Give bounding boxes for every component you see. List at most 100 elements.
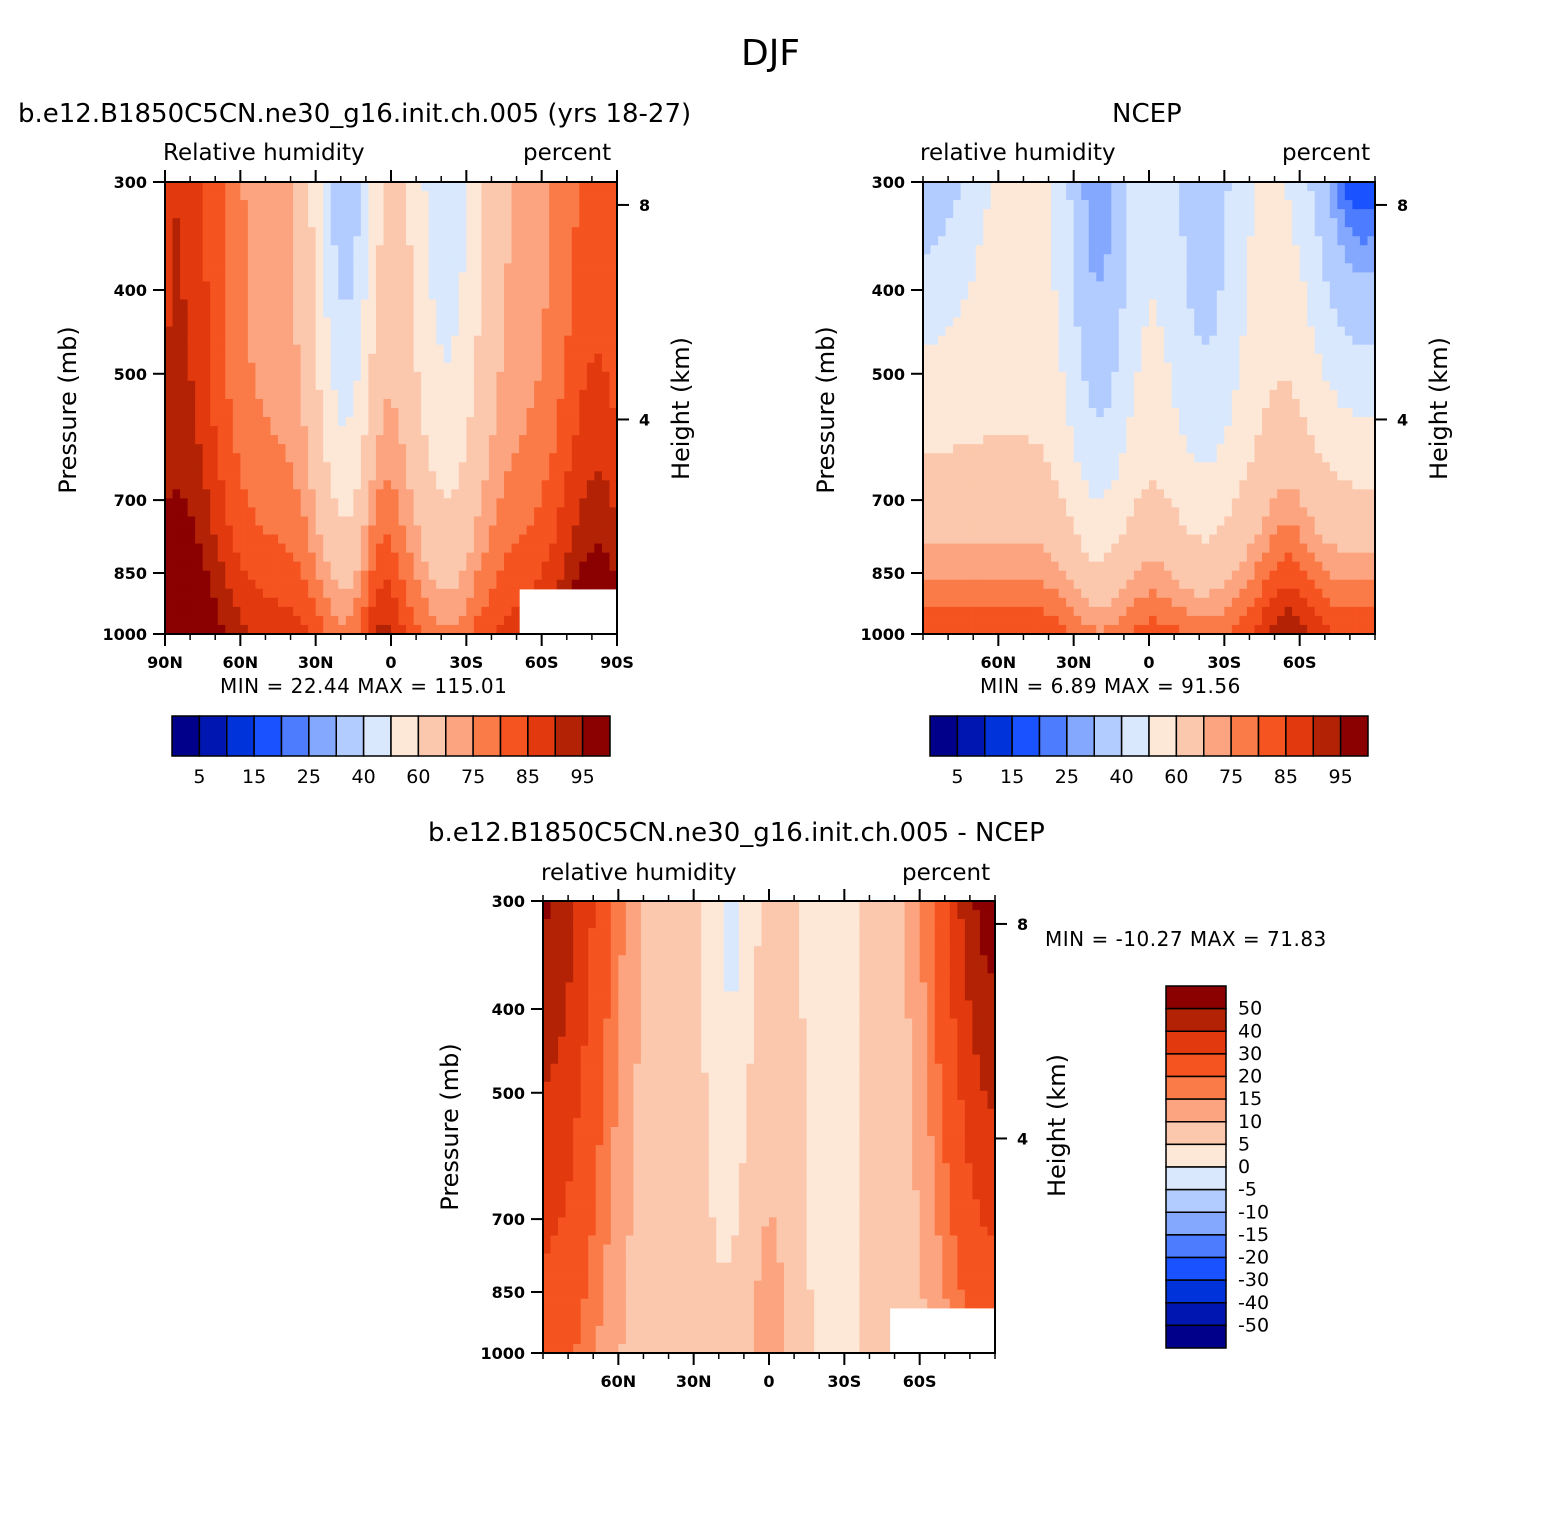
panel-obs-cell xyxy=(1307,191,1316,201)
panel-model-cell xyxy=(353,218,362,228)
panel-model-cell xyxy=(308,444,317,454)
panel-model-cell xyxy=(511,525,520,536)
panel-obs-cell xyxy=(953,227,962,237)
panel-model-cell xyxy=(383,200,392,210)
panel-obs-cell xyxy=(1073,317,1082,328)
panel-model-cell xyxy=(496,389,505,400)
panel-obs-cell xyxy=(1201,362,1210,373)
panel-obs-cell xyxy=(938,254,947,264)
panel-model-cell xyxy=(172,624,181,635)
panel-obs-cell xyxy=(1269,326,1278,337)
panel-obs-cell xyxy=(1224,209,1233,219)
panel-model-cell xyxy=(240,344,249,355)
panel-model-cell xyxy=(594,417,603,427)
panel-obs-cell xyxy=(1141,398,1150,409)
panel-obs-cell xyxy=(983,398,992,409)
panel-obs-cell xyxy=(1262,389,1271,400)
panel-obs-cell xyxy=(1299,308,1308,319)
panel-obs-cell xyxy=(1352,308,1361,319)
panel-model-cell xyxy=(534,426,543,436)
panel-model-cell xyxy=(187,371,196,382)
panel-obs-cell xyxy=(1216,263,1225,273)
panel-model-cell xyxy=(210,471,219,481)
panel-model-cell xyxy=(541,299,550,310)
panel-obs-cell xyxy=(1269,263,1278,273)
panel-model-cell xyxy=(564,408,573,418)
panel-model-cell xyxy=(202,200,211,210)
panel-model-cell xyxy=(428,326,437,337)
panel-model-cell xyxy=(338,525,347,536)
panel-model-cell xyxy=(534,489,543,499)
panel-obs-cell xyxy=(1352,362,1361,373)
panel-model-cell xyxy=(187,489,196,499)
panel-model-cell xyxy=(421,480,430,490)
panel-model-cell xyxy=(421,380,430,391)
panel-model-cell xyxy=(504,579,513,590)
panel-model-cell xyxy=(278,236,287,246)
panel-model-cell xyxy=(262,290,272,301)
panel-obs-cell xyxy=(1088,435,1097,445)
panel-obs-cell xyxy=(1201,471,1210,481)
panel-obs-cell xyxy=(1322,326,1331,337)
panel-model-cell xyxy=(428,588,437,599)
panel-model-cell xyxy=(421,498,430,509)
panel-model-cell xyxy=(473,435,482,445)
panel-model-cell xyxy=(443,317,452,328)
panel-model-cell xyxy=(564,552,573,563)
panel-model-cell xyxy=(594,498,603,509)
panel-obs-cell xyxy=(1186,326,1195,337)
panel-obs-cell xyxy=(1051,299,1060,310)
panel-obs-cell xyxy=(945,426,954,436)
panel-model-cell xyxy=(556,408,565,418)
panel-model-cell xyxy=(526,453,535,463)
panel-model-cell xyxy=(473,362,482,373)
panel-model-cell xyxy=(383,281,392,292)
panel-obs-cell xyxy=(1043,272,1052,283)
panel-obs-cell xyxy=(1149,236,1158,246)
panel-obs-cell xyxy=(990,408,999,418)
panel-obs-cell xyxy=(1156,308,1165,319)
panel-model-cell xyxy=(285,362,294,373)
panel-obs-cell xyxy=(1013,272,1022,283)
panel-obs-cell xyxy=(1118,290,1127,301)
panel-obs-cell xyxy=(960,263,969,273)
panel-model-cell xyxy=(549,380,558,391)
panel-obs-cell xyxy=(1020,182,1030,192)
panel-obs-cell xyxy=(1141,353,1150,364)
panel-model-cell xyxy=(323,218,332,228)
panel-model-cell xyxy=(202,417,211,427)
panel-model-cell xyxy=(360,579,369,590)
panel-model-cell xyxy=(360,489,369,499)
panel-obs-cell xyxy=(1254,308,1263,319)
panel-obs-cell xyxy=(1081,462,1090,472)
panel-model-cell xyxy=(579,552,588,563)
panel-model-cell xyxy=(368,570,377,581)
panel-obs-cell xyxy=(1292,236,1301,246)
panel-model-cell xyxy=(278,200,287,210)
panel-model-cell xyxy=(360,380,369,391)
panel-model-cell xyxy=(210,480,219,490)
panel-model-cell xyxy=(180,353,189,364)
panel-model-cell xyxy=(338,326,347,337)
panel-obs-cell xyxy=(1254,471,1263,481)
panel-model-cell xyxy=(481,236,490,246)
panel-model-cell xyxy=(526,200,535,210)
panel-obs-cell xyxy=(1179,380,1188,391)
panel-obs-cell xyxy=(953,299,962,310)
panel-model-cell xyxy=(240,200,249,210)
panel-obs-cell xyxy=(1179,281,1188,292)
panel-obs-cell xyxy=(1224,299,1233,310)
panel-obs-cell xyxy=(1149,326,1158,337)
panel-model-cell xyxy=(165,408,174,418)
panel-obs-cell xyxy=(938,200,947,210)
panel-obs-cell xyxy=(1020,362,1030,373)
panel-obs-cell xyxy=(930,362,939,373)
panel-model-cell xyxy=(180,570,189,581)
panel-obs-cell xyxy=(1028,290,1037,301)
panel-model-cell xyxy=(579,561,588,572)
panel-obs-cell xyxy=(953,182,962,192)
panel-model-cell xyxy=(526,480,535,490)
panel-obs-cell xyxy=(1277,362,1286,373)
panel-model-cell xyxy=(609,290,618,301)
panel-model-cell xyxy=(436,380,445,391)
